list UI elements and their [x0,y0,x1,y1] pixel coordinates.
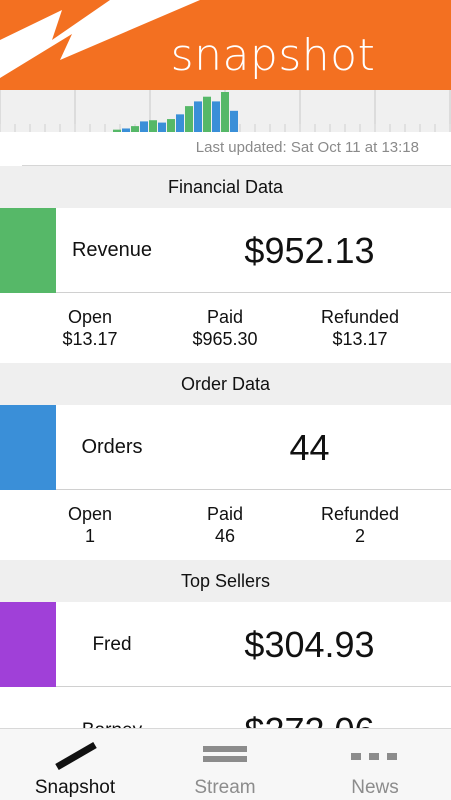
seller-color-swatch [0,602,56,687]
orders-open: Open 1 [15,503,165,547]
app-title: snapshot [170,30,376,81]
sparkline-bar [158,122,166,132]
app-header: snapshot [0,0,451,90]
open-label: Open [67,307,113,327]
seller-row[interactable]: Fred $304.93 [0,602,451,687]
orders-label: Orders [81,436,143,458]
tab-label: Snapshot [34,777,116,798]
tab-snapshot[interactable]: Snapshot [0,729,150,800]
sparkline-bar [212,101,220,132]
sparkline-bar [203,96,211,132]
revenue-breakdown: Open $13.17 Paid $965.30 Refunded $13.17 [0,294,451,364]
orders-row[interactable]: Orders 44 [0,405,451,490]
divider [22,165,451,166]
news-icon [351,753,397,760]
bolt-logo-icon [0,0,200,78]
section-header-financial: Financial Data [0,166,451,208]
sparkline-bar [140,121,148,132]
sparkline-bar [221,92,229,132]
orders-value: 44 [289,427,330,468]
refunded-label: Refunded [320,504,400,524]
refunded-value: $13.17 [332,329,388,349]
sparkline-bar [185,106,193,132]
open-value: $13.17 [62,329,118,349]
tab-label: News [351,777,399,798]
orders-color-swatch [0,405,56,490]
section-header-orders: Order Data [0,363,451,405]
revenue-paid: Paid $965.30 [150,306,300,350]
paid-label: Paid [206,307,244,327]
bottom-tab-bar: Snapshot Stream News [0,728,451,800]
paid-label: Paid [206,504,244,524]
refunded-value: 2 [354,526,365,546]
open-label: Open [67,504,113,524]
sparkline-bar [131,126,139,132]
tab-news[interactable]: News [300,729,450,800]
revenue-label: Revenue [71,239,153,261]
tab-label: Stream [194,777,256,798]
paid-value: 46 [214,526,236,546]
seller-value: $304.93 [244,624,375,665]
snapshot-icon [55,741,97,771]
sparkline-bar [230,110,238,132]
paid-value: $965.30 [192,329,258,349]
sparkline-bar [176,114,184,132]
divider [56,489,451,490]
stream-icon [203,746,247,762]
sparkline-bar [149,120,157,132]
revenue-row[interactable]: Revenue $952.13 [0,208,451,293]
revenue-value: $952.13 [244,230,375,271]
revenue-open: Open $13.17 [15,306,165,350]
revenue-color-swatch [0,208,56,293]
sparkline-bar [113,129,121,132]
last-updated-text: Last updated: Sat Oct 11 at 13:18 [195,139,419,156]
open-value: 1 [84,526,95,546]
orders-paid: Paid 46 [150,503,300,547]
sparkline-bar [122,128,130,132]
divider [56,686,451,687]
sparkline-bar [194,101,202,132]
sales-sparkline-chart [0,90,451,132]
section-header-top-sellers: Top Sellers [0,560,451,602]
seller-name: Fred [92,634,132,655]
divider [56,292,451,293]
sparkline-bar [167,119,175,132]
orders-breakdown: Open 1 Paid 46 Refunded 2 [0,491,451,561]
revenue-refunded: Refunded $13.17 [285,306,435,350]
refunded-label: Refunded [320,307,400,327]
tab-stream[interactable]: Stream [150,729,300,800]
orders-refunded: Refunded 2 [285,503,435,547]
